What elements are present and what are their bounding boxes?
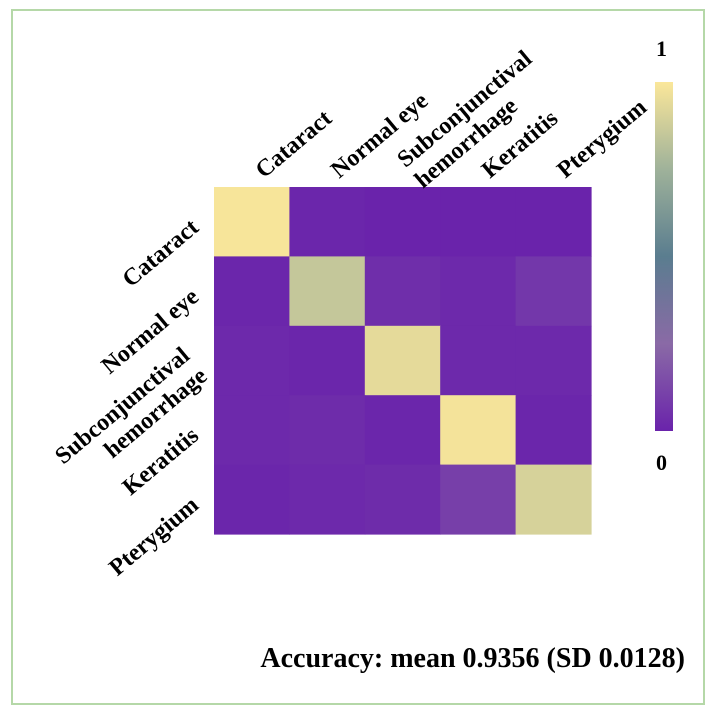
- colorbar-min-label: 0: [656, 450, 667, 475]
- colorbar: 1 0: [655, 36, 673, 475]
- x-tick-label-0-line-0: Cataract: [251, 105, 337, 183]
- heatmap-cell-r0-c1: [289, 187, 366, 257]
- heatmap-cell-r3-c1: [289, 395, 366, 466]
- heatmap-cell-r1-c2: [364, 256, 441, 327]
- y-tick-label-4: Pterygium: [104, 492, 203, 581]
- x-tick-label-4-line-0: Pterygium: [552, 94, 651, 183]
- heatmap-cell-r2-c1: [289, 325, 366, 396]
- heatmap-cell-r1-c0: [214, 256, 290, 327]
- y-tick-label-4-line-0: Pterygium: [104, 492, 203, 581]
- heatmap-cell-r1-c3: [440, 256, 517, 327]
- heatmap-cell-r4-c0: [214, 464, 290, 535]
- heatmap-cell-r4-c3: [440, 464, 517, 535]
- colorbar-gradient: [655, 82, 673, 431]
- heatmap-cell-r2-c4: [515, 325, 592, 396]
- heatmap-cell-r3-c3: [440, 395, 517, 466]
- heatmap-cell-r0-c2: [364, 187, 441, 257]
- heatmap-cells: [214, 187, 592, 535]
- heatmap-cell-r3-c2: [364, 395, 441, 466]
- heatmap-cell-r4-c1: [289, 464, 366, 535]
- heatmap-cell-r2-c3: [440, 325, 517, 396]
- heatmap-cell-r0-c4: [515, 187, 592, 257]
- x-tick-label-0: Cataract: [251, 105, 337, 183]
- colorbar-max-label: 1: [656, 36, 667, 61]
- heatmap-cell-r1-c1: [289, 256, 366, 327]
- accuracy-caption: Accuracy: mean 0.9356 (SD 0.0128): [260, 643, 685, 674]
- x-tick-label-4: Pterygium: [552, 94, 651, 183]
- heatmap-cell-r4-c2: [364, 464, 441, 535]
- heatmap-cell-r0-c3: [440, 187, 517, 257]
- heatmap-cell-r4-c4: [515, 464, 592, 535]
- y-tick-label-0-line-0: Cataract: [118, 214, 204, 292]
- heatmap-cell-r1-c4: [515, 256, 592, 327]
- heatmap-cell-r0-c0: [214, 187, 290, 257]
- heatmap-cell-r2-c2: [364, 325, 441, 396]
- y-tick-label-0: Cataract: [118, 214, 204, 292]
- heatmap-cell-r3-c0: [214, 395, 290, 466]
- heatmap-cell-r3-c4: [515, 395, 592, 466]
- heatmap-cell-r2-c0: [214, 325, 290, 396]
